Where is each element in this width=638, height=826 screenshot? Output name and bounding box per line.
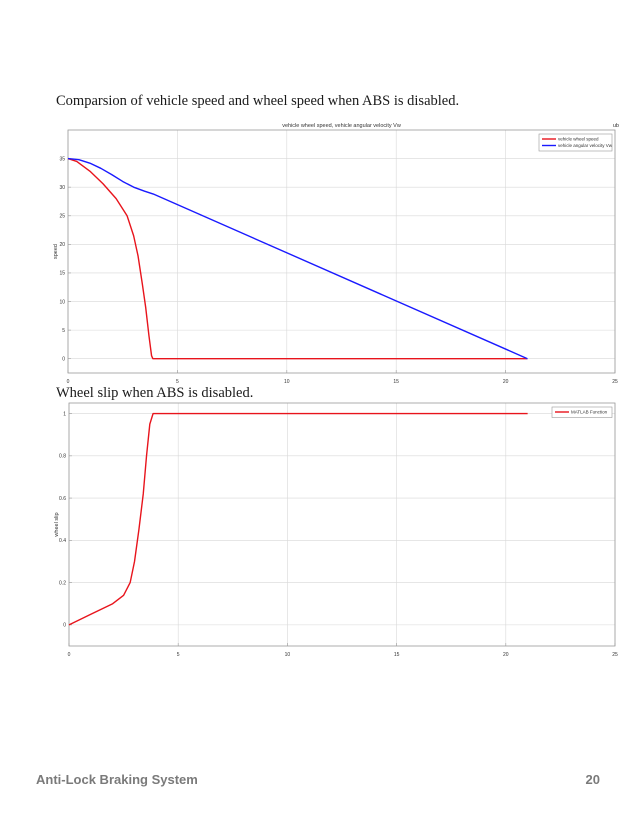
footer-title: Anti-Lock Braking System [36, 772, 198, 787]
page-number: 20 [585, 772, 600, 787]
plot-frame [67, 129, 616, 374]
speed-chart: 0 5 10 15 20 25 0 5 10 15 20 25 30 35 speed vehicle whe… [53, 123, 619, 385]
y-tick-label: 0.6 [59, 496, 66, 502]
y-axis-label: speed [53, 244, 59, 259]
x-tick-label: 5 [177, 652, 180, 658]
x-tick-label: 15 [394, 652, 400, 658]
y-tick-label: 15 [59, 271, 65, 277]
corner-label: ub [613, 123, 619, 129]
x-tick-label: 10 [285, 652, 291, 658]
x-tick-label: 15 [393, 379, 399, 385]
y-tick-label: 0.2 [59, 580, 66, 586]
legend-box [538, 133, 613, 152]
legend-label: MATLAB Function [571, 410, 608, 415]
y-tick-label: 10 [59, 299, 65, 305]
wheel-slip-chart: 0 5 10 15 20 25 0 0.2 0.4 0.6 0.8 1 wheel slip MATLAB… [54, 402, 618, 658]
y-axis-label: wheel slip [54, 512, 60, 537]
y-tick-label: 30 [59, 185, 65, 191]
legend-label: vehicle angular velocity Vw [558, 143, 613, 148]
series-line-blue [67, 157, 528, 360]
legend-box [551, 406, 613, 418]
x-tick-label: 5 [176, 379, 179, 385]
y-tick-label: 0 [63, 623, 66, 629]
y-tick-label: 1 [63, 411, 66, 417]
x-tick-label: 25 [612, 652, 618, 658]
x-tick-label: 20 [503, 652, 509, 658]
x-tick-label: 10 [284, 379, 290, 385]
y-tick-label: 0.8 [59, 454, 66, 460]
x-tick-label: 0 [67, 379, 70, 385]
caption-speed-comparison: Comparsion of vehicle speed and wheel sp… [56, 93, 460, 109]
y-tick-label: 0 [62, 357, 65, 363]
series-line-red [67, 157, 528, 360]
chart-title: vehicle wheel speed, vehicle angular vel… [282, 123, 401, 129]
y-tick-label: 0.4 [59, 538, 66, 544]
y-tick-label: 35 [59, 156, 65, 162]
x-tick-label: 25 [612, 379, 618, 385]
y-tick-label: 20 [59, 242, 65, 248]
legend-label: vehicle wheel speed [558, 137, 599, 142]
y-tick-label: 25 [59, 214, 65, 220]
y-tick-label: 5 [62, 328, 65, 334]
x-tick-label: 0 [68, 652, 71, 658]
plot-frame [68, 402, 616, 647]
series-line-red [68, 412, 528, 626]
caption-wheel-slip: Wheel slip when ABS is disabled. [56, 385, 258, 402]
x-tick-label: 20 [503, 379, 509, 385]
